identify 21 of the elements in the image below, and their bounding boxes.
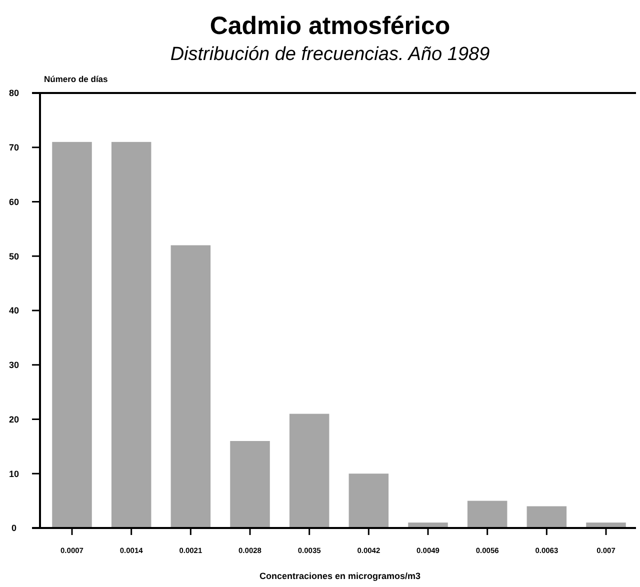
y-tick-label: 10 [8,468,20,479]
y-tick-label: 40 [8,306,20,316]
bar [348,474,389,528]
x-axis-title: Concentraciones en microgramos/m3 [259,571,421,581]
bar [170,245,211,528]
y-tick-label: 30 [8,360,20,370]
bar [467,500,508,528]
y-tick-label: 80 [8,88,20,98]
chart-subtitle: Distribución de frecuencias. Año 1989 [170,44,490,65]
y-tick-label: 60 [8,196,20,207]
bar [111,142,152,528]
chart-title: Cadmio atmosférico [210,12,450,40]
bar [230,441,270,528]
bar [52,142,92,528]
y-tick-label: 50 [8,251,20,262]
y-tick-label: 70 [8,142,20,153]
y-tick-label: 0 [11,523,17,534]
y-tick-label: 20 [8,414,20,424]
bar [289,414,330,528]
y-axis-title: Número de días [44,74,108,84]
bar [526,506,567,528]
